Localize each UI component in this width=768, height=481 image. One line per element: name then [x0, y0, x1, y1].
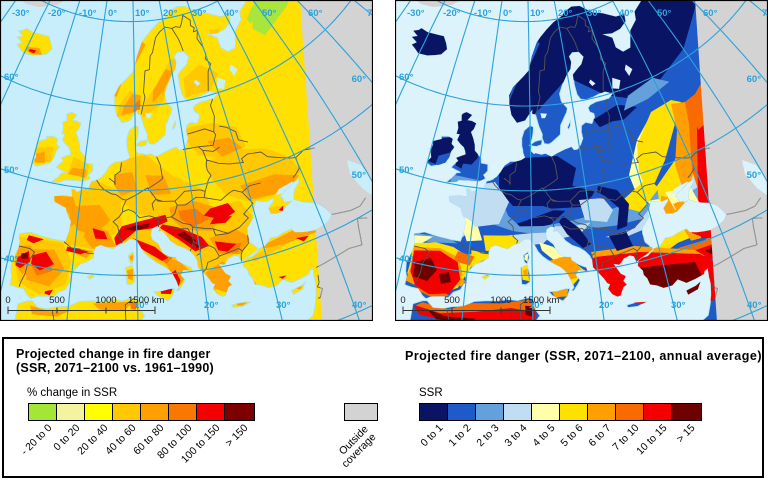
- svg-text:30°: 30°: [192, 8, 207, 19]
- svg-text:10°: 10°: [135, 8, 150, 19]
- svg-text:20°: 20°: [558, 8, 573, 19]
- svg-text:60°: 60°: [4, 72, 19, 83]
- svg-text:1000: 1000: [490, 295, 511, 306]
- svg-text:20°: 20°: [599, 300, 614, 311]
- svg-text:50°: 50°: [352, 170, 367, 181]
- svg-text:10°: 10°: [134, 300, 149, 311]
- svg-text:30°: 30°: [587, 8, 602, 19]
- svg-text:30°: 30°: [671, 300, 686, 311]
- svg-text:60°: 60°: [399, 72, 414, 83]
- svg-text:-30°: -30°: [12, 8, 30, 19]
- svg-text:10°: 10°: [530, 8, 545, 19]
- svg-text:-30°: -30°: [407, 8, 425, 19]
- svg-text:0: 0: [400, 295, 405, 306]
- svg-text:0°: 0°: [503, 8, 512, 19]
- svg-text:60°: 60°: [308, 8, 323, 19]
- svg-text:1500 km: 1500 km: [523, 295, 560, 306]
- svg-text:60°: 60°: [352, 74, 367, 85]
- svg-text:60°: 60°: [703, 8, 718, 19]
- svg-text:50°: 50°: [747, 170, 762, 181]
- svg-text:40°: 40°: [747, 300, 762, 311]
- svg-text:10°: 10°: [529, 300, 544, 311]
- svg-text:1000: 1000: [95, 295, 116, 306]
- svg-text:500: 500: [444, 295, 460, 306]
- svg-text:-10°: -10°: [474, 8, 492, 19]
- svg-text:70°: 70°: [367, 8, 373, 19]
- svg-text:0: 0: [5, 295, 10, 306]
- svg-text:60°: 60°: [747, 74, 762, 85]
- svg-text:20°: 20°: [204, 300, 219, 311]
- svg-text:50°: 50°: [4, 165, 19, 176]
- svg-text:50°: 50°: [262, 8, 277, 19]
- svg-text:0°: 0°: [108, 8, 117, 19]
- svg-text:30°: 30°: [276, 300, 291, 311]
- svg-text:-20°: -20°: [48, 8, 66, 19]
- svg-text:40°: 40°: [224, 8, 239, 19]
- svg-text:1500 km: 1500 km: [128, 295, 165, 306]
- svg-text:500: 500: [49, 295, 65, 306]
- svg-text:20°: 20°: [163, 8, 178, 19]
- svg-text:40°: 40°: [4, 254, 19, 265]
- svg-text:40°: 40°: [619, 8, 634, 19]
- svg-text:-10°: -10°: [79, 8, 97, 19]
- svg-text:40°: 40°: [352, 300, 367, 311]
- svg-text:50°: 50°: [399, 165, 414, 176]
- svg-text:40°: 40°: [399, 254, 414, 265]
- svg-text:50°: 50°: [657, 8, 672, 19]
- svg-text:-20°: -20°: [443, 8, 461, 19]
- svg-text:70°: 70°: [762, 8, 768, 19]
